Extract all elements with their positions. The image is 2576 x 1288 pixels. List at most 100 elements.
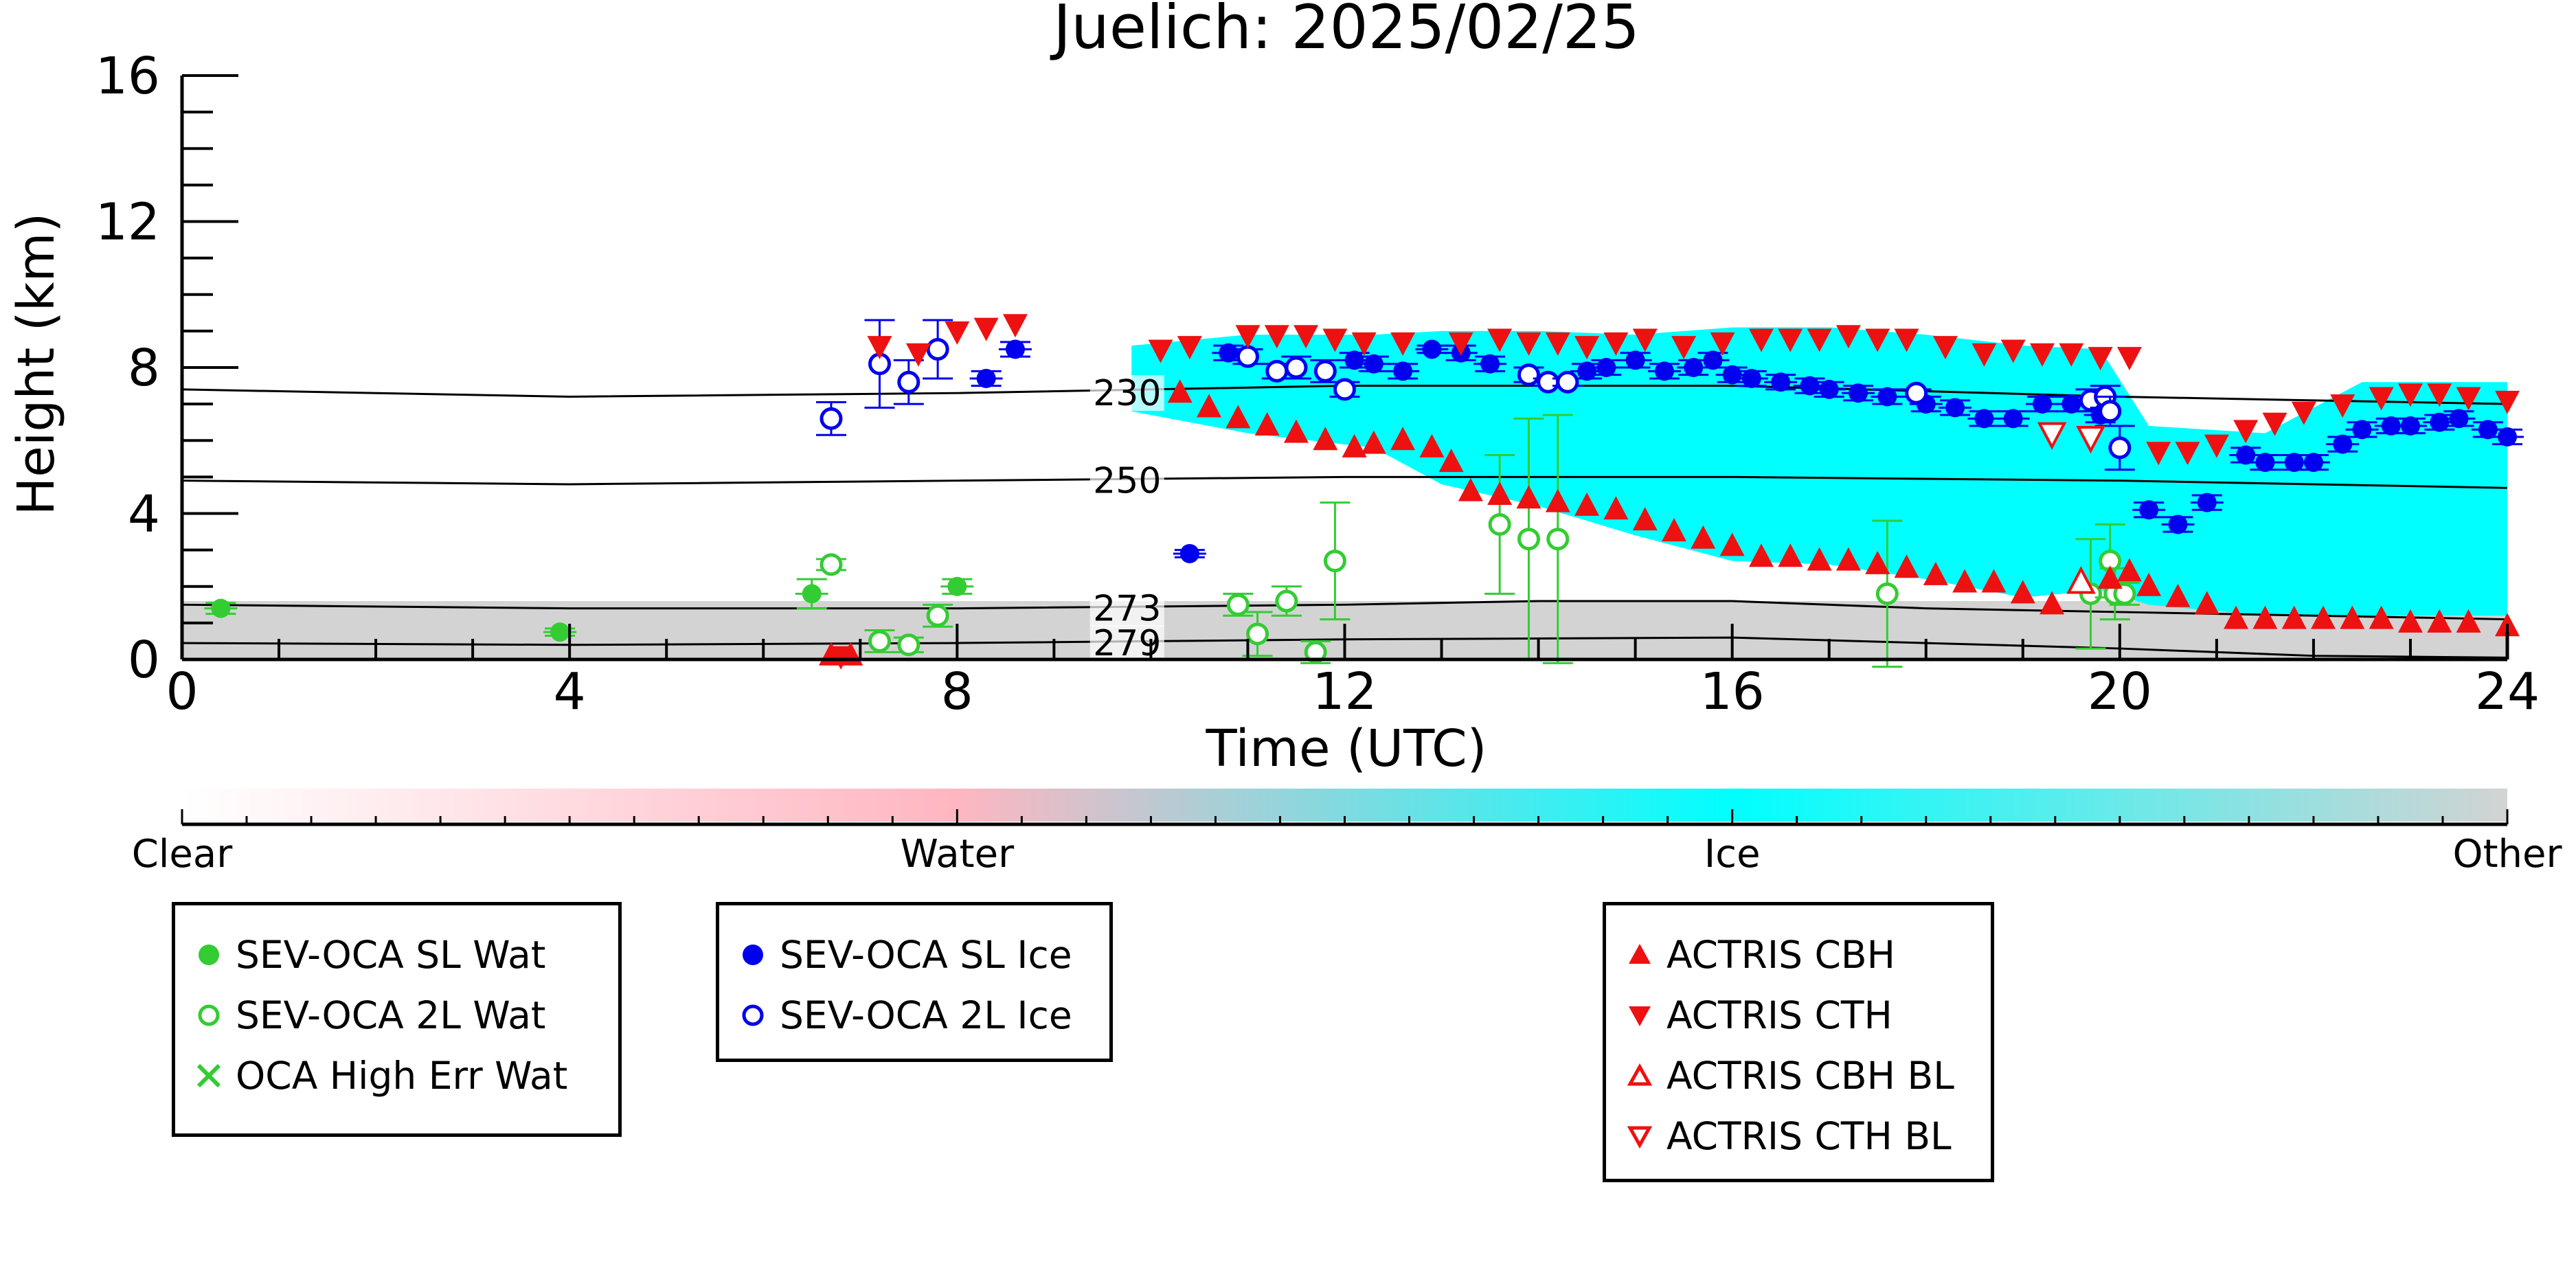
colorbar-label: Clear bbox=[132, 832, 233, 877]
isotherm-label: 230 bbox=[1093, 373, 1161, 414]
data-point bbox=[1167, 379, 1193, 403]
legend-item-actris-cbh-bl: ACTRIS CBH BL bbox=[1623, 1046, 1974, 1106]
data-point bbox=[1390, 427, 1416, 451]
data-point bbox=[2311, 605, 2336, 629]
legend-label: ACTRIS CTH BL bbox=[1667, 1114, 1952, 1158]
data-point bbox=[1691, 525, 1716, 549]
series-group bbox=[2037, 422, 2105, 454]
legend-item-sev-oca-2l-ice: SEV-OCA 2L Ice bbox=[736, 985, 1093, 1046]
chart-title: Juelich: 2025/02/25 bbox=[1050, 0, 1640, 63]
data-point bbox=[1438, 449, 1464, 473]
filled-circle-icon bbox=[199, 945, 219, 965]
data-point bbox=[1517, 363, 1540, 387]
legend-label: ACTRIS CBH BL bbox=[1667, 1054, 1954, 1098]
legend-label: OCA High Err Wat bbox=[236, 1054, 568, 1098]
colorbar bbox=[181, 789, 2509, 826]
series-group bbox=[818, 379, 2520, 666]
data-point bbox=[2252, 605, 2278, 629]
data-point bbox=[550, 622, 570, 642]
data-point bbox=[1574, 336, 1600, 360]
series-group bbox=[815, 319, 2135, 471]
x-tick-label: 20 bbox=[2088, 662, 2152, 721]
data-point bbox=[2037, 422, 2067, 450]
filled-circle-icon bbox=[743, 945, 763, 965]
data-point bbox=[2255, 453, 2275, 473]
data-point bbox=[1246, 622, 1269, 646]
data-point bbox=[868, 629, 891, 653]
colorbar-label: Water bbox=[901, 832, 1015, 877]
data-point bbox=[2427, 383, 2452, 407]
data-point bbox=[1877, 387, 1897, 407]
data-point bbox=[1703, 350, 1723, 370]
data-point bbox=[2449, 409, 2469, 429]
data-point bbox=[1905, 381, 1928, 405]
y-axis-label: Height (km) bbox=[7, 213, 66, 516]
data-point bbox=[2456, 609, 2481, 633]
data-point bbox=[2003, 409, 2023, 429]
data-point bbox=[2352, 420, 2372, 440]
data-point bbox=[1971, 343, 1997, 367]
data-point bbox=[2427, 609, 2452, 633]
x-tick-label: 16 bbox=[1700, 662, 1765, 721]
data-point bbox=[802, 584, 822, 604]
legend-label: ACTRIS CBH bbox=[1667, 933, 1895, 977]
data-point bbox=[1390, 332, 1416, 356]
triangle-up-icon bbox=[1629, 944, 1651, 964]
x-tick-label: 4 bbox=[554, 662, 586, 721]
data-point bbox=[2330, 394, 2355, 418]
x-tick-label: 8 bbox=[941, 662, 973, 721]
data-point bbox=[1546, 528, 1570, 551]
data-point bbox=[1710, 332, 1735, 356]
isotherm-label-bg bbox=[1089, 375, 1164, 411]
data-point bbox=[1419, 433, 1445, 457]
data-series bbox=[204, 314, 2524, 670]
data-point bbox=[1952, 569, 1978, 593]
data-point bbox=[947, 576, 967, 596]
series-group bbox=[2066, 566, 2096, 594]
data-point bbox=[1684, 358, 1704, 377]
isotherm-line bbox=[181, 475, 2508, 489]
data-point bbox=[1722, 365, 1742, 385]
data-point bbox=[2116, 558, 2142, 582]
data-point bbox=[1603, 332, 1629, 356]
data-point bbox=[2224, 605, 2249, 629]
data-point bbox=[1662, 518, 1687, 542]
data-point bbox=[2281, 605, 2307, 629]
data-point bbox=[2498, 427, 2517, 447]
data-point bbox=[2397, 383, 2423, 407]
data-point bbox=[1865, 328, 1890, 352]
data-point bbox=[2061, 394, 2081, 414]
data-point bbox=[867, 336, 892, 360]
legend-item-actris-cth-bl: ACTRIS CTH BL bbox=[1623, 1106, 1974, 1166]
data-point bbox=[1322, 328, 1348, 352]
y-tick-label: 4 bbox=[128, 485, 160, 544]
data-point bbox=[1002, 314, 1028, 338]
data-point bbox=[1632, 328, 1658, 352]
data-point bbox=[1393, 361, 1413, 381]
data-point bbox=[926, 337, 949, 361]
data-point bbox=[1719, 532, 1745, 556]
data-point bbox=[973, 317, 999, 341]
data-point bbox=[945, 321, 970, 345]
axes: 0 4 8 12 16 0 4 8 12 16 20 24 bbox=[95, 47, 2540, 721]
data-point bbox=[2000, 339, 2026, 363]
data-point bbox=[1748, 543, 1774, 567]
data-point bbox=[2059, 343, 2084, 367]
data-point bbox=[1771, 372, 1791, 392]
legend-item-actris-cth: ACTRIS CTH bbox=[1623, 985, 1974, 1046]
data-point bbox=[1333, 378, 1356, 401]
data-point bbox=[1254, 412, 1280, 436]
data-point bbox=[2010, 580, 2035, 604]
data-point bbox=[1177, 336, 1202, 360]
data-point bbox=[1283, 419, 1309, 443]
data-point bbox=[2066, 566, 2096, 594]
y-tick-label: 0 bbox=[128, 631, 160, 690]
legend-ice: SEV-OCA SL Ice SEV-OCA 2L Ice bbox=[716, 902, 1113, 1062]
isotherm-label-bg bbox=[1089, 462, 1164, 499]
data-point bbox=[2030, 343, 2055, 367]
data-point bbox=[1545, 488, 1570, 512]
data-point bbox=[1516, 332, 1541, 356]
data-point bbox=[1923, 561, 1948, 585]
open-triangle-down-icon bbox=[1627, 1126, 1653, 1149]
x-tick-label: 24 bbox=[2475, 662, 2540, 721]
